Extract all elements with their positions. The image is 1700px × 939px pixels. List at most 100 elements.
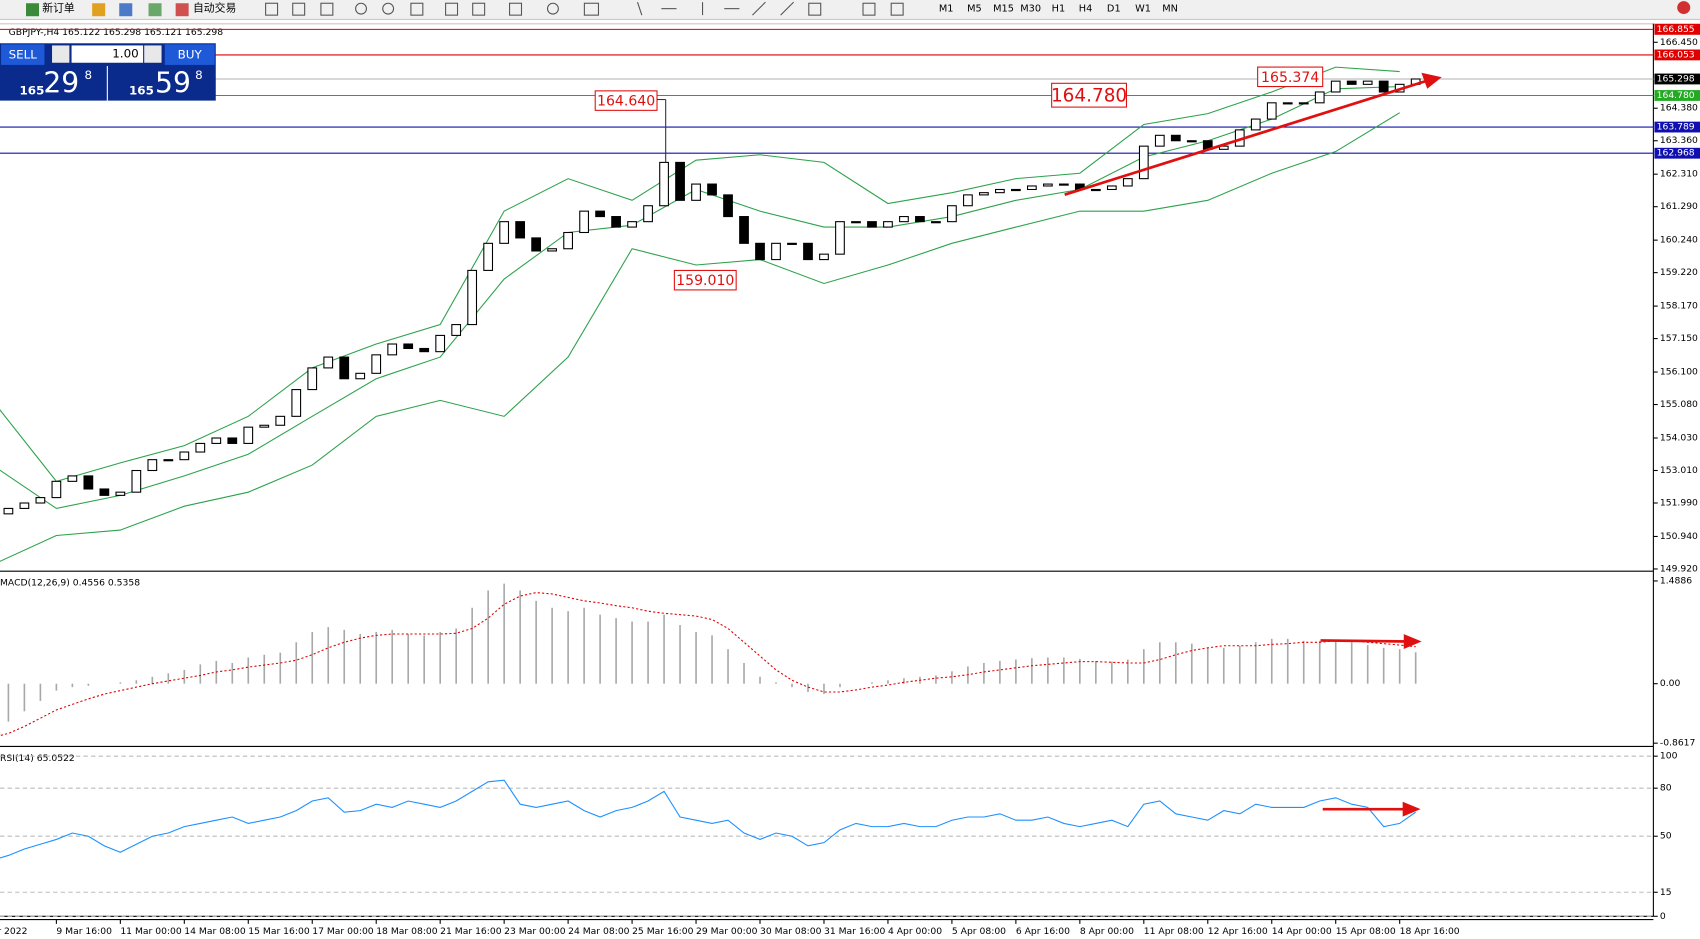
macd-arrow[interactable]	[1320, 639, 1408, 643]
candle	[595, 210, 605, 218]
lot-down[interactable]	[52, 45, 70, 63]
level-label: 165.298	[1657, 73, 1695, 84]
x-tick-label: 25 Mar 16:00	[632, 926, 694, 937]
sell-price-point[interactable]: 8	[85, 68, 93, 82]
x-tick-label: 15 Mar 16:00	[248, 926, 310, 937]
level-tag	[1654, 23, 1700, 35]
toolbar-icon[interactable]	[92, 3, 106, 17]
timeframe-button[interactable]: MN	[1162, 4, 1178, 15]
candle	[547, 248, 557, 252]
tool-icon[interactable]	[410, 2, 424, 16]
candle	[499, 221, 510, 244]
candle	[435, 334, 446, 353]
y-tick-label: 151.990	[1660, 498, 1698, 509]
zoom-out[interactable]	[382, 2, 395, 15]
tool-icon[interactable]	[265, 2, 279, 16]
candle	[531, 237, 542, 252]
x-tick-label: 18 Apr 16:00	[1400, 926, 1460, 937]
tool-icon[interactable]	[320, 2, 334, 16]
text-tool[interactable]	[862, 2, 876, 16]
candle	[259, 424, 270, 428]
timeframe-button[interactable]: H1	[1052, 4, 1066, 15]
lot-input[interactable]	[71, 45, 144, 63]
tool-icon[interactable]	[509, 2, 523, 16]
candle	[1186, 140, 1197, 143]
buy-button[interactable]	[164, 44, 215, 65]
candle	[1362, 80, 1373, 85]
lot-up[interactable]	[144, 45, 162, 63]
timeframe-button[interactable]: D1	[1107, 4, 1121, 15]
toolbar	[0, 0, 1700, 20]
candle	[1298, 102, 1309, 105]
tool-icon[interactable]	[546, 2, 559, 15]
candle	[563, 231, 573, 250]
candle	[355, 372, 366, 380]
timeframe-button[interactable]: M30	[1020, 4, 1041, 15]
timeframe-button[interactable]: H4	[1079, 4, 1093, 15]
level-label: 166.053	[1657, 49, 1695, 60]
level-tag	[1654, 90, 1700, 101]
candle	[1106, 185, 1117, 191]
buy-price-pips[interactable]: 59	[155, 66, 191, 99]
y-tick-label: 1.4886	[1660, 575, 1692, 586]
tool-icon[interactable]	[472, 2, 486, 16]
candle	[387, 343, 398, 356]
x-tick-label: 14 Apr 00:00	[1272, 926, 1332, 937]
sell-price-big[interactable]: 165	[20, 83, 45, 97]
x-tick-label: 5 Apr 08:00	[952, 926, 1006, 937]
y-tick-label: 80	[1660, 783, 1672, 794]
timeframe-button[interactable]: M15	[993, 4, 1014, 15]
buy-price-big[interactable]: 165	[129, 83, 154, 97]
annotation: 164.640	[597, 94, 655, 110]
autotrade-icon[interactable]	[175, 3, 189, 17]
y-tick-label: 162.310	[1660, 169, 1698, 180]
sell-button[interactable]	[1, 44, 45, 65]
trend-arrow[interactable]	[1064, 79, 1427, 197]
tool-icon[interactable]	[445, 2, 459, 16]
candle	[419, 347, 430, 353]
y-tick-label: 158.170	[1660, 301, 1698, 312]
candle	[179, 451, 190, 461]
tool-icon[interactable]	[292, 2, 306, 16]
annotation-box	[1257, 66, 1324, 88]
y-tick-label: 50	[1660, 831, 1672, 842]
zoom-in[interactable]	[355, 2, 367, 15]
candle	[627, 221, 637, 228]
lot-value[interactable]: 1.00	[112, 47, 139, 61]
channel-tool[interactable]	[780, 1, 795, 16]
candle	[707, 183, 717, 196]
sell-price-pips[interactable]: 29	[43, 66, 79, 99]
candle	[451, 324, 462, 336]
sell-label[interactable]: SELL	[9, 48, 38, 62]
panel-candlestick: GBPJPY-,H4 165.122 165.298 165.121 165.2…	[0, 23, 1700, 574]
annotation: 159.010	[676, 273, 734, 289]
timeframe-button[interactable]: M5	[967, 4, 982, 15]
toolbar-icon[interactable]	[119, 3, 133, 17]
alert-icon[interactable]	[1677, 1, 1691, 15]
candle	[1090, 188, 1101, 192]
trendline-tool[interactable]	[752, 1, 766, 16]
buy-label[interactable]: BUY	[178, 48, 203, 62]
x-tick-label: 24 Mar 08:00	[568, 926, 630, 937]
y-tick-label: 149.920	[1660, 563, 1698, 574]
autotrade-button[interactable]: 自动交易	[193, 1, 236, 15]
candle	[115, 491, 126, 496]
annotation: 165.374	[1261, 70, 1319, 86]
new-order-button[interactable]: 新订单	[42, 1, 75, 15]
candle	[739, 216, 749, 244]
toolbar-icon[interactable]	[148, 3, 162, 17]
fibo-tool[interactable]	[808, 2, 822, 16]
candle	[163, 459, 174, 462]
candle	[83, 475, 94, 490]
buy-price-point[interactable]: 8	[195, 68, 203, 82]
new-order-icon[interactable]	[26, 3, 40, 17]
x-tick-label: 18 Mar 08:00	[376, 926, 438, 937]
arrow-tool[interactable]	[890, 2, 904, 16]
cursor-tool[interactable]	[636, 1, 643, 16]
tool-icon[interactable]	[583, 2, 600, 16]
timeframe-button[interactable]: W1	[1135, 4, 1151, 15]
timeframe-button[interactable]: M1	[939, 4, 954, 15]
candle	[291, 389, 302, 417]
panel-macd: MACD(12,26,9) 0.4556 0.5358 1.4886 0.00 -0.…	[0, 575, 1696, 749]
